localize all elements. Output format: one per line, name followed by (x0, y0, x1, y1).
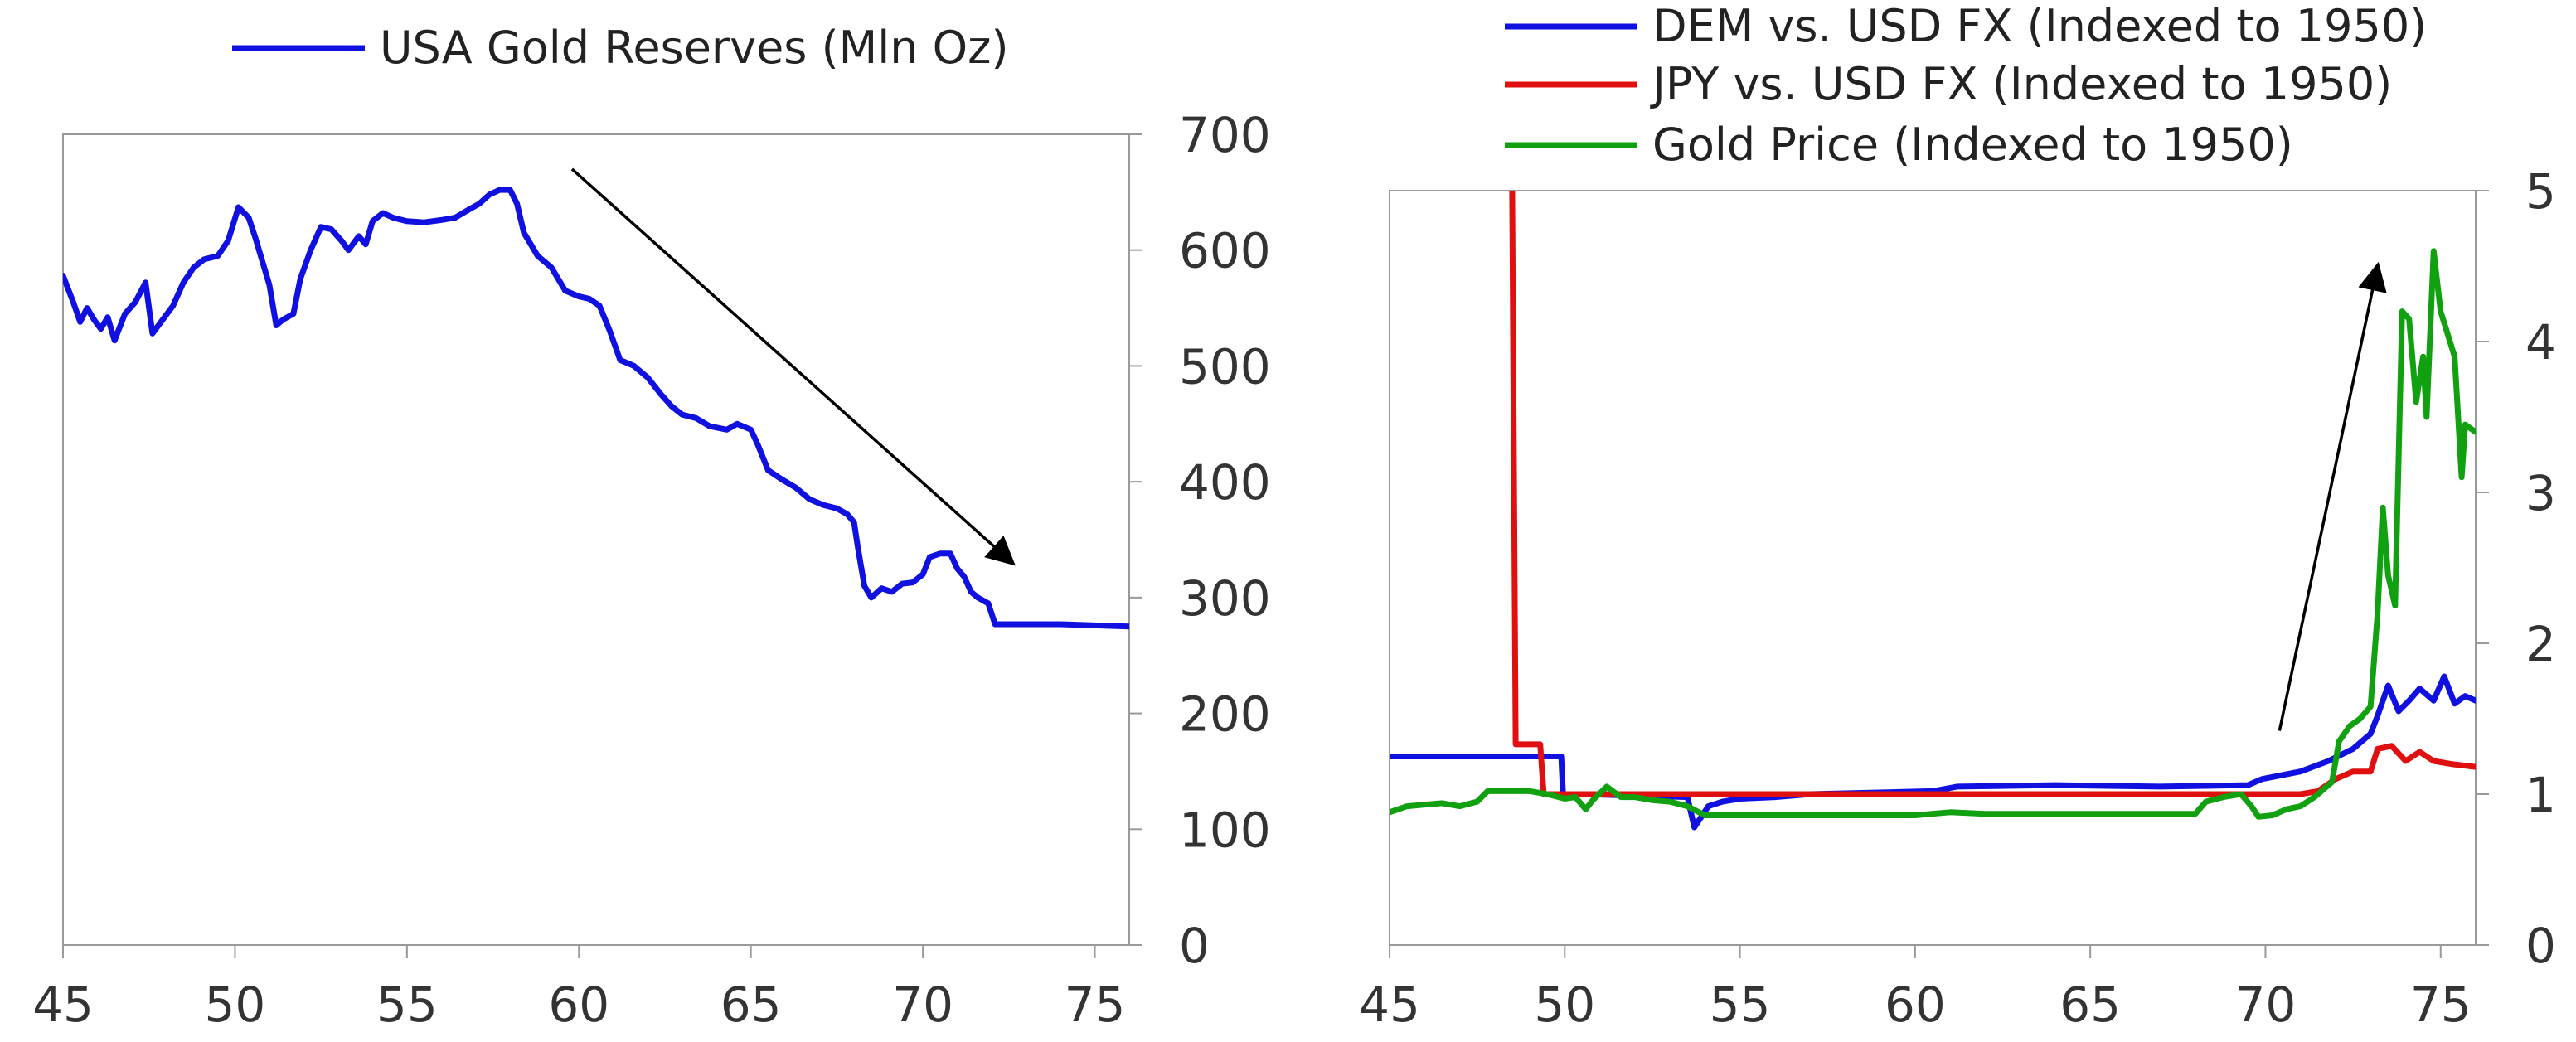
y-tick-label: 3 (2525, 465, 2556, 521)
x-tick-label: 65 (2059, 977, 2121, 1033)
legend-label-jpy-usd: JPY vs. USD FX (Indexed to 1950) (1650, 58, 2392, 110)
legend: USA Gold Reserves (Mln Oz) (232, 22, 1009, 74)
fx-and-gold-price-chart: DEM vs. USD FX (Indexed to 1950) JPY vs.… (1359, 0, 2556, 1033)
plot-border (1389, 190, 2477, 946)
legend: DEM vs. USD FX (Indexed to 1950) JPY vs.… (1505, 0, 2427, 171)
plot-border (62, 133, 1130, 946)
y-tick-label: 1 (2525, 767, 2556, 823)
gold-reserves-chart: USA Gold Reserves (Mln Oz) 45 50 55 60 65 70 7… (32, 22, 1271, 1033)
x-tick-label: 55 (1710, 977, 1771, 1033)
x-tick-label: 70 (892, 977, 953, 1033)
series-line-2 (1390, 248, 2476, 820)
x-tick-label: 45 (32, 977, 94, 1033)
y-axis-ticks: 0 1 2 3 4 5 (2476, 163, 2556, 974)
x-axis-ticks: 45 50 55 60 65 70 75 (32, 945, 1125, 1033)
y-tick-label: 4 (2525, 314, 2556, 371)
legend-label-gold-price: Gold Price (Indexed to 1950) (1652, 119, 2293, 171)
y-axis-ticks: 0 100 200 300 400 500 600 700 (1129, 107, 1271, 974)
y-tick-label: 100 (1179, 802, 1271, 858)
x-tick-label: 55 (376, 977, 438, 1033)
x-tick-label: 50 (1534, 977, 1595, 1033)
annotation-layer (570, 167, 1016, 566)
x-tick-label: 45 (1359, 977, 1420, 1033)
legend-label-gold-reserves: USA Gold Reserves (Mln Oz) (380, 22, 1009, 74)
y-tick-label: 400 (1179, 454, 1271, 511)
x-tick-label: 75 (2410, 977, 2472, 1033)
series-layer (63, 187, 1129, 630)
x-tick-label: 60 (548, 977, 609, 1033)
x-tick-label: 70 (2235, 977, 2297, 1033)
x-tick-label: 75 (1065, 977, 1126, 1033)
x-tick-label: 65 (720, 977, 782, 1033)
y-tick-label: 500 (1179, 338, 1271, 395)
y-tick-label: 5 (2525, 163, 2556, 220)
x-tick-label: 50 (205, 977, 266, 1033)
y-tick-label: 200 (1179, 686, 1271, 743)
y-tick-label: 0 (1179, 918, 1210, 974)
y-tick-label: 0 (2525, 918, 2556, 974)
series-line-0 (63, 187, 1129, 630)
trend-arrow-0 (570, 167, 1016, 566)
y-tick-label: 600 (1179, 223, 1271, 279)
series-line-0 (1390, 673, 2476, 831)
y-tick-label: 700 (1179, 107, 1271, 163)
plot-frame (62, 133, 1130, 946)
plot-frame (1389, 190, 2477, 946)
y-tick-label: 2 (2525, 616, 2556, 672)
annotation-layer (2278, 261, 2387, 731)
legend-label-dem-usd: DEM vs. USD FX (Indexed to 1950) (1652, 0, 2427, 52)
x-tick-label: 60 (1885, 977, 1946, 1033)
x-axis-ticks: 45 50 55 60 65 70 75 (1359, 945, 2472, 1033)
series-layer (1390, 191, 2476, 831)
y-tick-label: 300 (1179, 570, 1271, 627)
trend-arrow-0 (2278, 261, 2387, 731)
